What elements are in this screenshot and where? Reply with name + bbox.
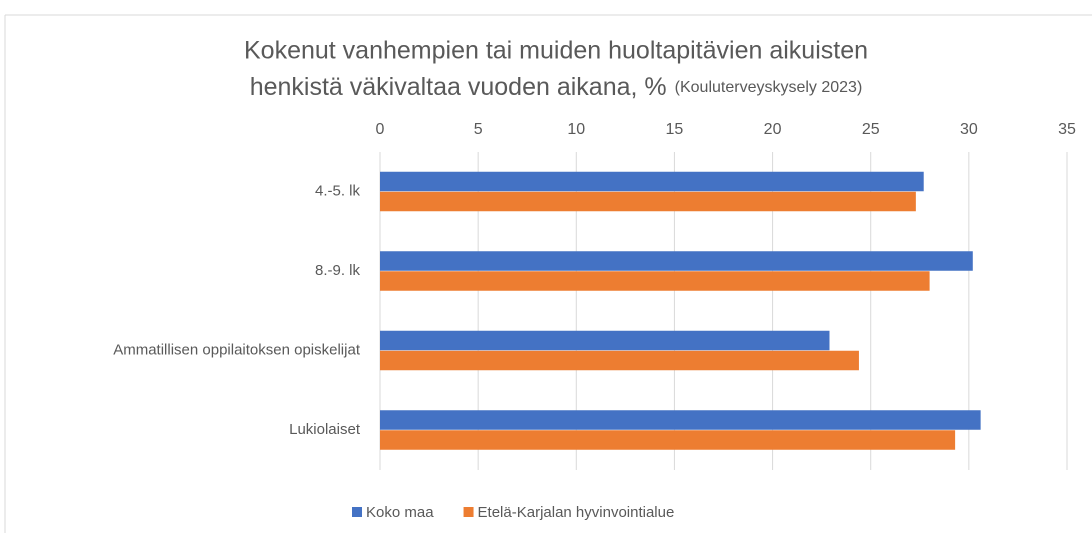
x-tick-label: 10 bbox=[567, 121, 585, 138]
legend-swatch bbox=[352, 507, 362, 517]
x-tick-label: 25 bbox=[862, 121, 880, 138]
bar bbox=[380, 271, 930, 291]
chart-title: Kokenut vanhempien tai muiden huoltapitä… bbox=[244, 37, 868, 65]
bar bbox=[380, 191, 916, 212]
chart-subtitle: (Kouluterveyskysely 2023) bbox=[675, 79, 863, 96]
y-tick-label: 4.-5. lk bbox=[315, 183, 361, 200]
x-tick-label: 35 bbox=[1058, 121, 1076, 138]
x-tick-label: 15 bbox=[666, 121, 684, 138]
bar bbox=[380, 350, 859, 371]
x-tick-label: 20 bbox=[764, 121, 782, 138]
bar bbox=[380, 330, 830, 351]
chart-title: henkistä väkivaltaa vuoden aikana, % bbox=[250, 73, 667, 101]
bar bbox=[380, 410, 981, 430]
x-tick-label: 0 bbox=[376, 121, 385, 138]
legend-label: Etelä-Karjalan hyvinvointialue bbox=[478, 504, 675, 521]
y-tick-label: Lukiolaiset bbox=[289, 421, 361, 438]
legend-swatch bbox=[463, 507, 474, 517]
bar bbox=[380, 251, 973, 271]
x-tick-label: 5 bbox=[474, 121, 483, 138]
x-tick-label: 30 bbox=[960, 121, 978, 138]
chart-title: henkistä väkivaltaa vuoden aikana, % (Kou… bbox=[250, 73, 863, 101]
y-tick-label: Ammatillisen oppilaitoksen opiskelijat bbox=[113, 342, 361, 359]
bar bbox=[380, 171, 924, 192]
legend-label: Koko maa bbox=[366, 504, 434, 521]
y-tick-label: 8.-9. lk bbox=[315, 262, 361, 279]
bar bbox=[380, 430, 956, 450]
